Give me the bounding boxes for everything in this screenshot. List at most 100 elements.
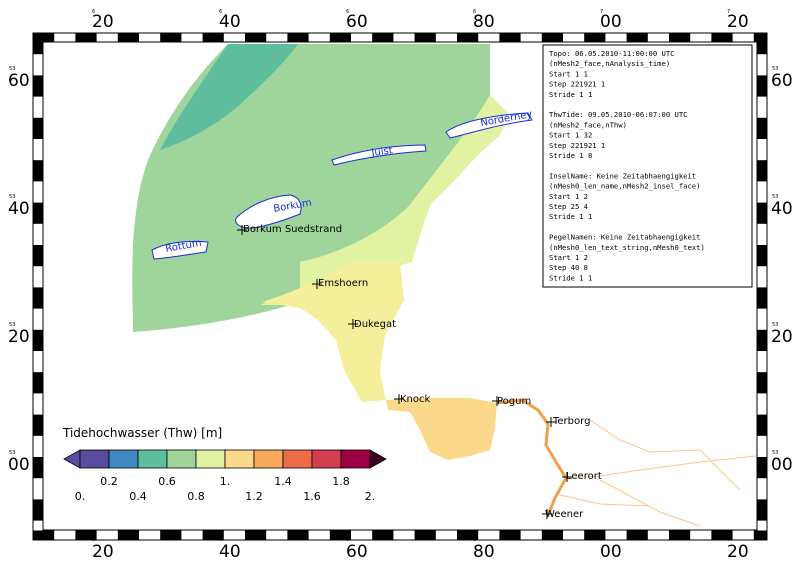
colorbar-tick-label: 0. [75, 490, 86, 503]
metadata-line: Stride 1 1 [549, 273, 592, 282]
svg-text:53: 53 [9, 66, 15, 72]
colorbar-tick-label: 0.2 [100, 475, 118, 488]
metadata-line: Step 40 8 [549, 263, 588, 272]
metadata-line: PegelNamen: Keine Zeitabhaengigkeit [549, 233, 700, 242]
colorbar-tick-label: 1.2 [245, 490, 263, 503]
colorbar-swatch [137, 449, 168, 469]
colorbar-swatch [340, 449, 371, 469]
svg-text:20: 20 [727, 12, 749, 32]
svg-text:6: 6 [92, 9, 95, 15]
svg-text:6: 6 [92, 537, 95, 543]
colorbar-swatch [166, 449, 197, 469]
estuary-inner-zone [262, 262, 404, 402]
svg-text:Borkum Suedstrand: Borkum Suedstrand [243, 224, 342, 235]
metadata-line: (nMesh0_len_text_string,nMesh0_text) [549, 243, 705, 252]
colorbar-tick-label: 1.4 [274, 475, 292, 488]
svg-text:6: 6 [346, 537, 349, 543]
gauge-marker: Weener [542, 509, 584, 520]
svg-text:80: 80 [473, 542, 495, 560]
colorbar-swatch [311, 449, 342, 469]
y-tick-label: 53 60 53 60 [8, 66, 793, 91]
metadata-line: InselName: Keine Zeitabhaengigkeit [549, 171, 696, 180]
svg-text:40: 40 [219, 12, 241, 32]
svg-text:20: 20 [92, 12, 114, 32]
svg-text:7: 7 [600, 9, 603, 15]
gauge-marker: Terborg [546, 416, 590, 427]
gauge-marker: Pogum [492, 396, 531, 407]
svg-text:7: 7 [727, 9, 730, 15]
metadata-line: (nMesh0_len_name,nMesh2_insel_face) [549, 182, 700, 191]
metadata-line: Start 1 2 [549, 253, 588, 262]
colorbar-labels-top: 0.2 0.6 1. 1.4 1.8 [100, 475, 350, 488]
svg-text:6: 6 [219, 9, 222, 15]
metadata-line: (nMesh2_face,nAnalysis_time) [549, 59, 670, 68]
metadata-line: ThwTide: 09.05.2010-06:07:00 UTC [549, 110, 687, 119]
island-label-juist: Juist [370, 145, 394, 159]
metadata-line: Stride 1 8 [549, 151, 592, 160]
svg-text:20: 20 [771, 327, 793, 347]
svg-text:53: 53 [9, 450, 15, 456]
colorbar-swatch [253, 449, 284, 469]
svg-text:00: 00 [771, 455, 793, 475]
svg-text:6: 6 [346, 9, 349, 15]
gauge-marker: Dukegat [348, 319, 396, 330]
island-rottum: Rottum [151, 238, 209, 260]
sea-deep-zone [160, 44, 298, 150]
svg-text:40: 40 [219, 542, 241, 560]
svg-text:Terborg: Terborg [552, 416, 590, 427]
svg-text:60: 60 [771, 71, 793, 91]
gauge-marker: Borkum Suedstrand [237, 224, 342, 235]
colorbar-tick-label: 0.4 [129, 490, 147, 503]
x-tick-label: 7 20 7 20 [727, 9, 749, 562]
svg-text:7: 7 [727, 537, 730, 543]
colorbar-tick-label: 1.8 [332, 475, 350, 488]
svg-text:00: 00 [600, 12, 622, 32]
gauge-marker: Emshoern [312, 278, 368, 289]
metadata-line: Start 1 32 [549, 131, 592, 140]
svg-text:20: 20 [727, 542, 749, 560]
svg-text:Knock: Knock [400, 394, 431, 405]
svg-text:Dukegat: Dukegat [354, 319, 396, 330]
metadata-line: Step 221921 1 [549, 80, 605, 89]
x-tick-label: 7 00 7 00 [600, 9, 622, 562]
svg-text:Weener: Weener [545, 509, 584, 520]
y-tick-label: 53 40 53 40 [8, 194, 793, 219]
svg-text:53: 53 [9, 194, 15, 200]
colorbar-swatch [195, 449, 226, 469]
svg-text:Emshoern: Emshoern [318, 278, 368, 289]
metadata-line: Stride 1 1 [549, 90, 592, 99]
svg-text:53: 53 [772, 194, 778, 200]
y-tick-label: 53 20 53 20 [8, 322, 793, 347]
svg-text:Leerort: Leerort [566, 471, 602, 482]
ems-river [496, 398, 568, 516]
svg-text:60: 60 [346, 542, 368, 560]
metadata-line: Stride 1 1 [549, 212, 592, 221]
legend-title: Tidehochwasser (Thw) [m] [62, 426, 222, 440]
metadata-line: (nMesh2_face,nThw) [549, 120, 627, 129]
svg-text:53: 53 [9, 322, 15, 328]
metadata-line: Topo: 06.05.2010-11:00:00 UTC [549, 49, 675, 58]
colorbar [63, 449, 387, 469]
colorbar-swatch [79, 449, 110, 469]
colorbar-labels-bottom: 0. 0.4 0.8 1.2 1.6 2. [75, 490, 376, 503]
colorbar-tick-label: 1.6 [303, 490, 321, 503]
colorbar-tick-label: 1. [220, 475, 231, 488]
svg-text:80: 80 [473, 12, 495, 32]
gauge-markers: Borkum Suedstrand Emshoern Dukegat Knock… [237, 224, 602, 520]
svg-text:00: 00 [600, 542, 622, 560]
svg-text:6: 6 [219, 537, 222, 543]
x-tick-label: 6 20 6 20 [92, 9, 114, 562]
colorbar-max-arrow [369, 449, 387, 469]
colorbar-tick-label: 0.8 [187, 490, 205, 503]
svg-text:6: 6 [473, 9, 476, 15]
colorbar-legend: Tidehochwasser (Thw) [m] 0.2 0.6 1. 1.4 1.8 … [53, 420, 393, 520]
x-tick-label: 6 80 6 80 [473, 9, 495, 562]
land-contour-lines [559, 419, 757, 527]
x-tick-label: 6 60 6 60 [346, 9, 368, 562]
island-juist: Juist [331, 144, 427, 166]
svg-text:53: 53 [772, 66, 778, 72]
colorbar-swatch [282, 449, 313, 469]
dollart-zone [386, 398, 497, 460]
metadata-line: Start 1 2 [549, 192, 588, 201]
